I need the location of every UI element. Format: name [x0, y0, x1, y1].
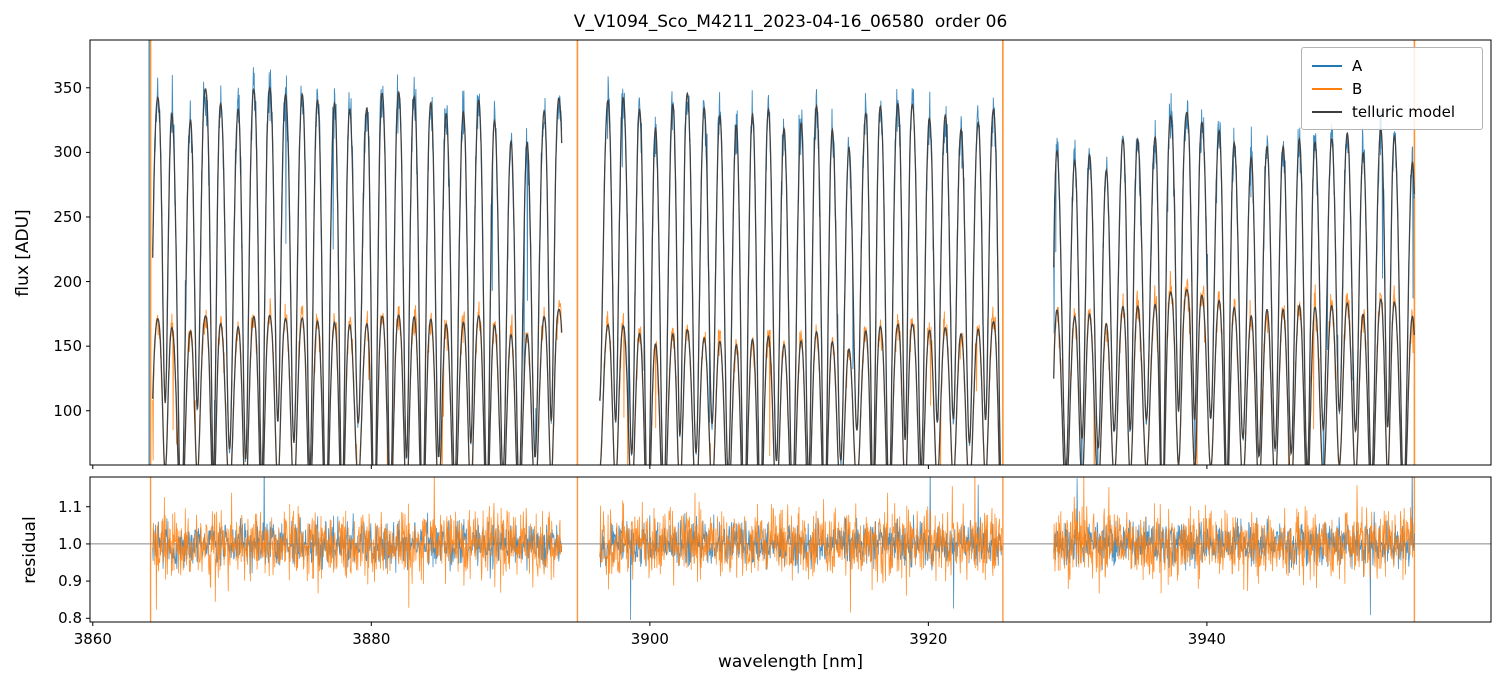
legend-line-sample [1312, 64, 1342, 67]
flux-panel-plot-area [148, 40, 1416, 465]
legend-line-sample [1312, 87, 1342, 90]
legend-entry-label: A [1352, 56, 1363, 75]
telluric-model-A [599, 91, 1001, 465]
residual-y-tick-label: 0.9 [58, 572, 82, 591]
telluric-model-B [599, 320, 1000, 465]
flux-y-tick-label: 300 [53, 143, 82, 162]
residual-panel-plot-area [90, 477, 1491, 622]
telluric-model-B [1053, 289, 1415, 465]
legend-entry: A [1312, 54, 1472, 77]
flux-y-tick-label: 200 [53, 272, 82, 291]
flux-y-tick-label: 250 [53, 207, 82, 226]
residual-B [599, 477, 1003, 613]
residual-y-tick-label: 0.8 [58, 609, 82, 628]
chart-title: V_V1094_Sco_M4211_2023-04-16_06580 order… [573, 12, 1008, 32]
residual-y-tick-label: 1.0 [58, 534, 82, 553]
x-tick-label: 3900 [630, 630, 669, 648]
series-B [152, 298, 563, 465]
x-tick-label: 3860 [73, 630, 112, 648]
axes-box [89, 39, 1492, 466]
x-axis-label: wavelength [nm] [717, 652, 864, 672]
x-tick-label: 3880 [352, 630, 391, 648]
legend-entry: B [1312, 77, 1472, 100]
x-tick-label: 3940 [1187, 630, 1226, 648]
flux-y-axis-label: flux [ADU] [13, 209, 33, 297]
x-tick-label: 3920 [909, 630, 948, 648]
telluric-model-A [1053, 111, 1415, 465]
legend-entry-label: B [1352, 79, 1363, 98]
telluric-model-A [152, 86, 563, 465]
telluric-model-B [152, 308, 563, 465]
residual-B [1053, 477, 1415, 594]
legend-entry-label: telluric model [1352, 102, 1456, 121]
flux-y-tick-label: 100 [53, 401, 82, 420]
residual-B [152, 477, 563, 610]
flux-y-tick-label: 150 [53, 337, 82, 356]
axes-box [89, 476, 1492, 623]
legend-line-sample [1312, 110, 1342, 113]
flux-y-tick-label: 350 [53, 78, 82, 97]
residual-y-tick-label: 1.1 [58, 497, 82, 516]
legend-entry: telluric model [1312, 100, 1472, 123]
